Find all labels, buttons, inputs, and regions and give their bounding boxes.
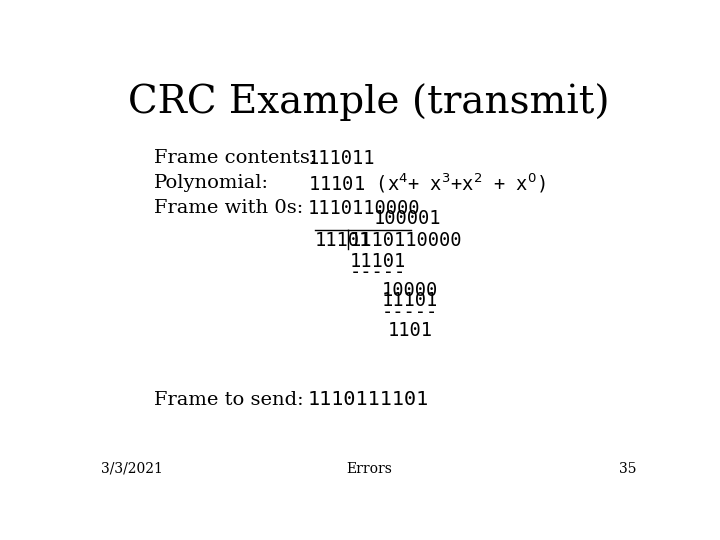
Text: Polynomial:: Polynomial: xyxy=(154,174,269,192)
Text: Frame with 0s:: Frame with 0s: xyxy=(154,199,303,217)
Text: -----: ----- xyxy=(350,263,407,282)
Text: 100001: 100001 xyxy=(374,209,441,228)
Text: 10000: 10000 xyxy=(382,281,438,300)
Text: Errors: Errors xyxy=(346,462,392,476)
Text: 111011: 111011 xyxy=(307,149,375,168)
Text: 1101: 1101 xyxy=(388,321,433,340)
Text: 11101: 11101 xyxy=(315,231,372,250)
Text: 3/3/2021: 3/3/2021 xyxy=(101,462,163,476)
Text: 1110110000: 1110110000 xyxy=(307,199,420,218)
Text: 35: 35 xyxy=(619,462,637,476)
Text: -----: ----- xyxy=(382,303,438,322)
Text: Frame to send:: Frame to send: xyxy=(154,390,304,409)
Text: CRC Example (transmit): CRC Example (transmit) xyxy=(128,83,610,121)
Text: 11101 (x$^4$+ x$^3$+x$^2$ + x$^0$): 11101 (x$^4$+ x$^3$+x$^2$ + x$^0$) xyxy=(307,172,545,195)
Text: 1110111101: 1110111101 xyxy=(307,390,429,409)
Text: 1110110000: 1110110000 xyxy=(350,231,463,250)
Text: 11101: 11101 xyxy=(350,252,407,271)
Text: Frame contents:: Frame contents: xyxy=(154,150,317,167)
Text: 11101: 11101 xyxy=(382,292,438,310)
